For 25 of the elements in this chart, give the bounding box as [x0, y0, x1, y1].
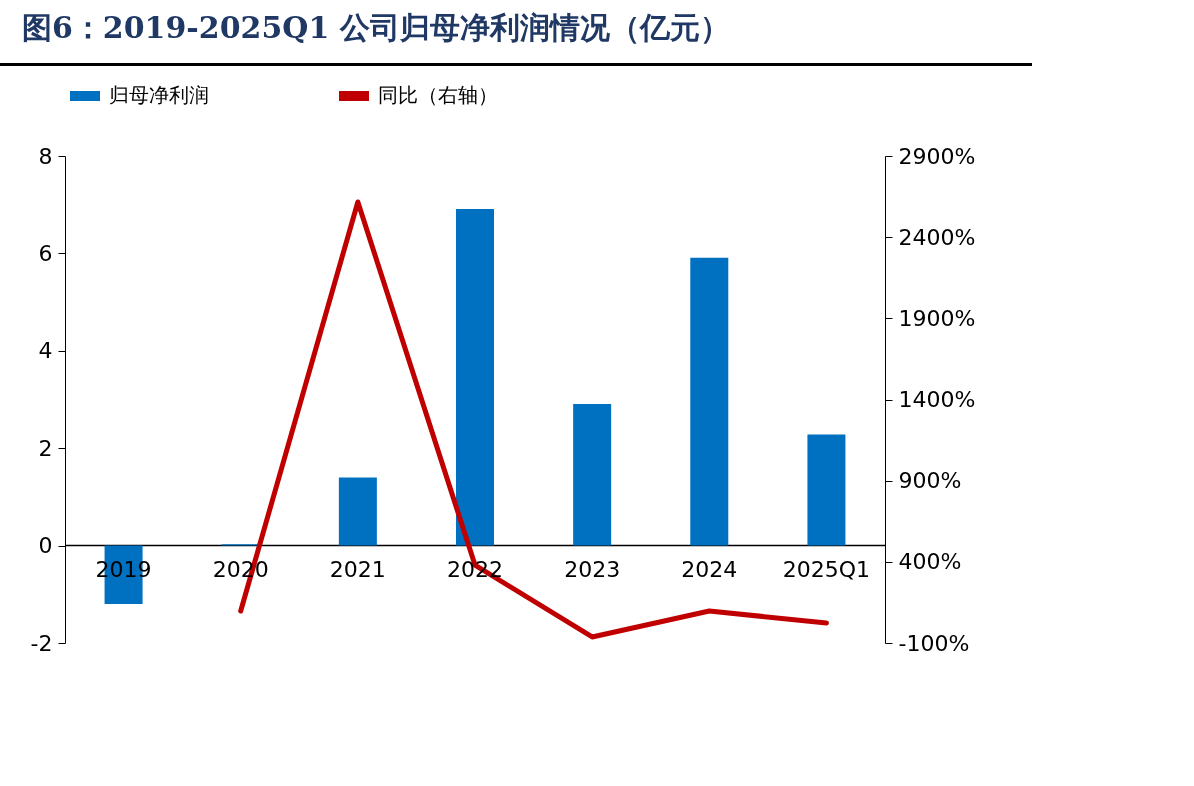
- y2-tick-label: -100%: [898, 630, 970, 656]
- y-tick-label: 4: [38, 338, 53, 364]
- x-tick-label: 2025Q1: [782, 556, 871, 582]
- y2-tick-label: 400%: [898, 549, 962, 575]
- y-tick-label: 2: [38, 435, 53, 461]
- y2-tick-label: 1400%: [898, 387, 976, 412]
- bar: [690, 257, 729, 546]
- y2-tick-label: 900%: [898, 468, 962, 494]
- bar: [338, 477, 377, 546]
- y-tick-label: 0: [38, 533, 53, 559]
- y-tick-label: -2: [30, 630, 53, 656]
- y2-tick-label: 1900%: [898, 305, 976, 331]
- legend-label: 归母净利润: [109, 83, 209, 107]
- x-tick-label: 2021: [329, 556, 386, 582]
- bar: [573, 403, 612, 546]
- y-tick-label: 8: [38, 143, 53, 169]
- y-tick-label: 6: [38, 240, 53, 266]
- y2-tick-label: 2400%: [898, 224, 976, 250]
- x-tick-label: 2023: [564, 556, 621, 582]
- bar: [456, 209, 494, 546]
- bar: [807, 434, 846, 546]
- legend-label: 同比（右轴）: [378, 83, 498, 107]
- y2-tick-label: 2900%: [898, 143, 976, 169]
- x-tick-label: 2024: [681, 556, 738, 582]
- chart-title: 图6：2019-2025Q1 公司归母净利润情况（亿元）: [0, 0, 1032, 66]
